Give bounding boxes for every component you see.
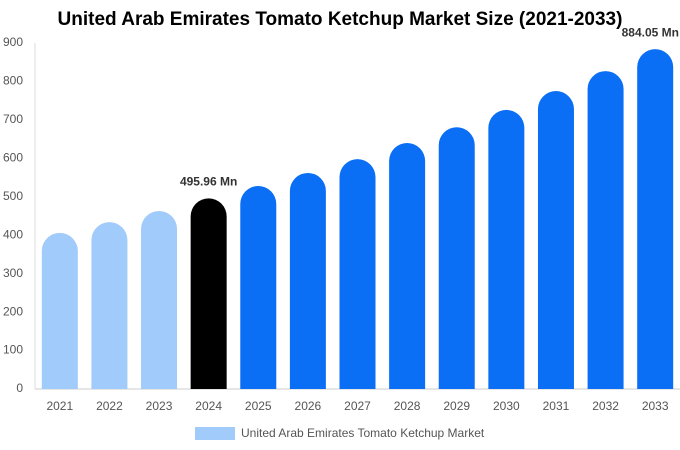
y-tick-label: 500 xyxy=(3,189,23,203)
y-tick-label: 0 xyxy=(16,381,23,395)
legend-label: United Arab Emirates Tomato Ketchup Mark… xyxy=(241,426,485,440)
x-tick-label: 2027 xyxy=(344,399,371,413)
data-label: 495.96 Mn xyxy=(180,175,237,189)
bar xyxy=(190,198,227,389)
bar xyxy=(141,211,178,389)
x-tick-label: 2030 xyxy=(493,399,520,413)
x-tick-label: 2024 xyxy=(195,399,222,413)
x-tick-label: 2022 xyxy=(96,399,123,413)
y-tick-label: 100 xyxy=(3,343,23,357)
y-tick-label: 200 xyxy=(3,304,23,318)
x-tick-label: 2026 xyxy=(295,399,322,413)
bar xyxy=(587,71,624,389)
data-label: 884.05 Mn xyxy=(622,25,679,39)
x-tick-label: 2033 xyxy=(642,399,669,413)
x-tick-label: 2023 xyxy=(146,399,173,413)
bar xyxy=(438,127,475,390)
chart-title: United Arab Emirates Tomato Ketchup Mark… xyxy=(58,9,623,30)
x-tick-label: 2032 xyxy=(592,399,619,413)
bar xyxy=(91,222,128,389)
x-tick-label: 2029 xyxy=(443,399,470,413)
y-tick-label: 800 xyxy=(3,74,23,88)
bar xyxy=(240,186,277,389)
x-tick-label: 2028 xyxy=(394,399,421,413)
y-tick-label: 400 xyxy=(3,227,23,241)
bar xyxy=(488,109,525,390)
bar xyxy=(637,49,674,389)
y-tick-label: 600 xyxy=(3,151,23,165)
y-tick-label: 900 xyxy=(3,35,23,49)
bar xyxy=(537,91,574,390)
x-tick-label: 2025 xyxy=(245,399,272,413)
legend-swatch xyxy=(195,427,235,440)
bar xyxy=(41,232,78,389)
y-tick-label: 700 xyxy=(3,112,23,126)
x-tick-label: 2031 xyxy=(543,399,570,413)
y-tick-label: 300 xyxy=(3,266,23,280)
x-tick-label: 2021 xyxy=(46,399,73,413)
bar xyxy=(339,159,376,389)
bar xyxy=(289,172,326,389)
bar xyxy=(389,142,426,389)
